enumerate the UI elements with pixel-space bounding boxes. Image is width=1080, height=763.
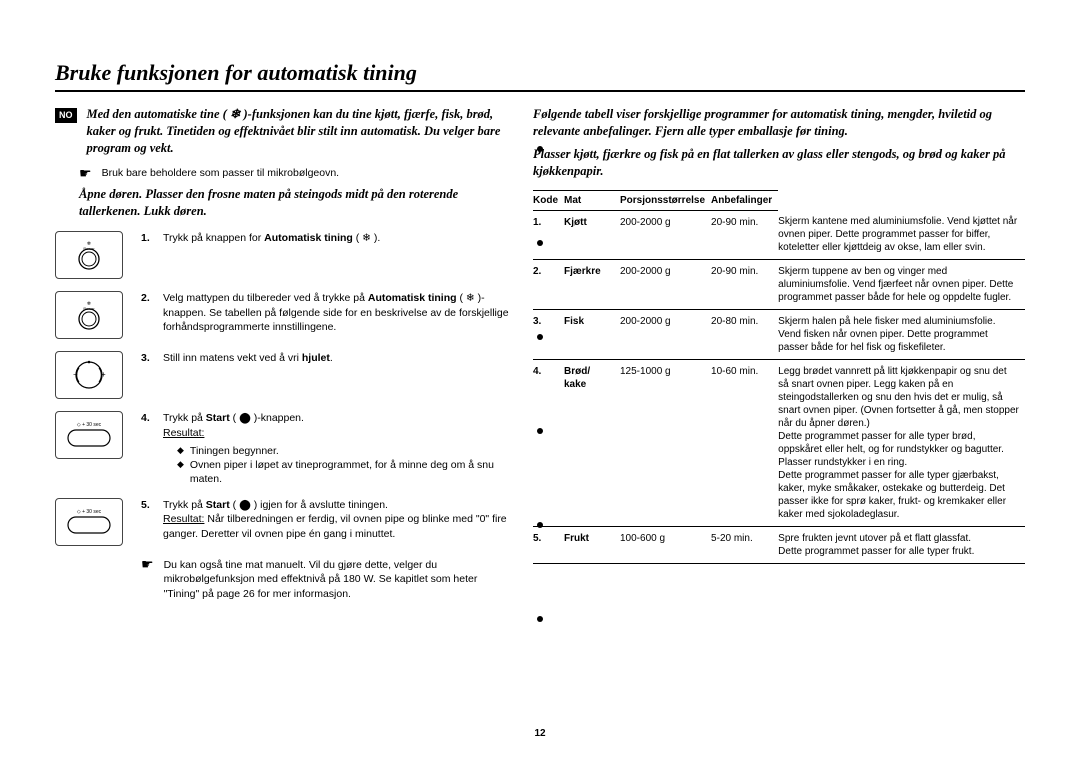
step-2-num: 2.: [141, 291, 153, 334]
table-row: 1.Kjøtt200-2000 g20-90 min.Skjerm kanten…: [533, 210, 1025, 260]
step-5-result-text: Når tilberedningen er ferdig, vil ovnen …: [163, 513, 507, 539]
step-4-num: 4.: [141, 411, 153, 486]
table-row: 4.Brød/ kake125-1000 g10-60 min.Legg brø…: [533, 360, 1025, 527]
svg-text:−: −: [73, 370, 78, 379]
table-row: 5.Frukt100-600 g5-20 min.Spre frukten je…: [533, 527, 1025, 564]
instruction-ital: Åpne døren. Plasser den frosne maten på …: [79, 186, 515, 220]
right-intro-2: Plasser kjøtt, fjærkre og fisk på en fla…: [533, 146, 1025, 180]
panel-icon-defrost: ❄ Power: [55, 231, 123, 279]
language-badge: NO: [55, 108, 77, 123]
diamond-icon: ◆: [177, 444, 184, 458]
step-2: ❄ Power 2. Velg mattypen du tilbereder v…: [55, 291, 515, 339]
step-2-bold: Automatisk tining: [368, 292, 457, 304]
intro-text: Med den automatiske tine ( ❄ )-funksjone…: [87, 106, 516, 157]
step-4-sub2: Ovnen piper i løpet av tineprogrammet, f…: [190, 458, 515, 486]
hand-icon: ☛: [79, 166, 92, 180]
diamond-icon: ◆: [177, 458, 184, 486]
step-5: ◇ + 30 sec 5. Trykk på Start ( ⬤ ) igjen…: [55, 498, 515, 546]
defrost-table: Kode Mat Porsjonsstørrelse Anbefalinger …: [533, 190, 1025, 565]
hand-icon: ☛: [141, 557, 154, 571]
step-4-result-label: Resultat:: [163, 427, 204, 439]
panel-icon-start-2: ◇ + 30 sec: [55, 498, 123, 546]
step-1-bold: Automatisk tining: [264, 232, 353, 244]
step-5-post: ( ⬤ ) igjen for å avslutte tiningen.: [230, 499, 388, 511]
th-hvi: Anbefalinger: [711, 190, 778, 210]
step-4-pre: Trykk på: [163, 412, 206, 424]
step-4-bold: Start: [206, 412, 230, 424]
step-4-sub1: Tiningen begynner.: [190, 444, 279, 458]
page-number: 12: [534, 728, 545, 739]
step-3-bold: hjulet: [302, 352, 330, 364]
step-4-post: ( ⬤ )-knappen.: [230, 412, 304, 424]
right-column: Følgende tabell viser forskjellige progr…: [533, 106, 1025, 601]
step-2-pre: Velg mattypen du tilbereder ved å trykke…: [163, 292, 368, 304]
th-mat: Mat: [564, 190, 620, 210]
th-por: Porsjonsstørrelse: [620, 190, 711, 210]
step-1-num: 1.: [141, 231, 153, 245]
table-row: 2.Fjærkre200-2000 g20-90 min.Skjerm tupp…: [533, 260, 1025, 310]
svg-text:+: +: [101, 370, 106, 379]
bullet-1: Bruk bare beholdere som passer til mikro…: [102, 167, 340, 179]
tip-text: Du kan også tine mat manuelt. Vil du gjø…: [164, 558, 515, 601]
step-1-pre: Trykk på knappen for: [163, 232, 264, 244]
step-1-post: ( ❄ ).: [353, 232, 380, 244]
svg-text:◇ + 30 sec: ◇ + 30 sec: [77, 509, 102, 515]
step-5-result-label: Resultat:: [163, 513, 204, 525]
step-3-pre: Still inn matens vekt ved å vri: [163, 352, 302, 364]
step-3-post: .: [330, 352, 333, 364]
left-column: NO Med den automatiske tine ( ❄ )-funksj…: [55, 106, 515, 601]
table-row: 3.Fisk200-2000 g20-80 min.Skjerm halen p…: [533, 310, 1025, 360]
step-4: ◇ + 30 sec 4. Trykk på Start ( ⬤ )-knapp…: [55, 411, 515, 486]
binding-holes: [537, 146, 543, 622]
panel-icon-dial: − +: [55, 351, 123, 399]
step-5-num: 5.: [141, 498, 153, 541]
step-5-pre: Trykk på: [163, 499, 206, 511]
panel-icon-start: ◇ + 30 sec: [55, 411, 123, 459]
svg-text:Power: Power: [83, 246, 95, 251]
page-title: Bruke funksjonen for automatisk tining: [55, 60, 417, 86]
step-5-bold: Start: [206, 499, 230, 511]
svg-text:◇ + 30 sec: ◇ + 30 sec: [77, 422, 102, 428]
svg-text:Power: Power: [83, 306, 95, 311]
step-3: − + 3. Still inn matens vekt ved å vri h…: [55, 351, 515, 399]
panel-icon-defrost-2: ❄ Power: [55, 291, 123, 339]
right-intro-1: Følgende tabell viser forskjellige progr…: [533, 106, 1025, 140]
step-3-num: 3.: [141, 351, 153, 365]
step-1: ❄ Power 1. Trykk på knappen for Automati…: [55, 231, 515, 279]
